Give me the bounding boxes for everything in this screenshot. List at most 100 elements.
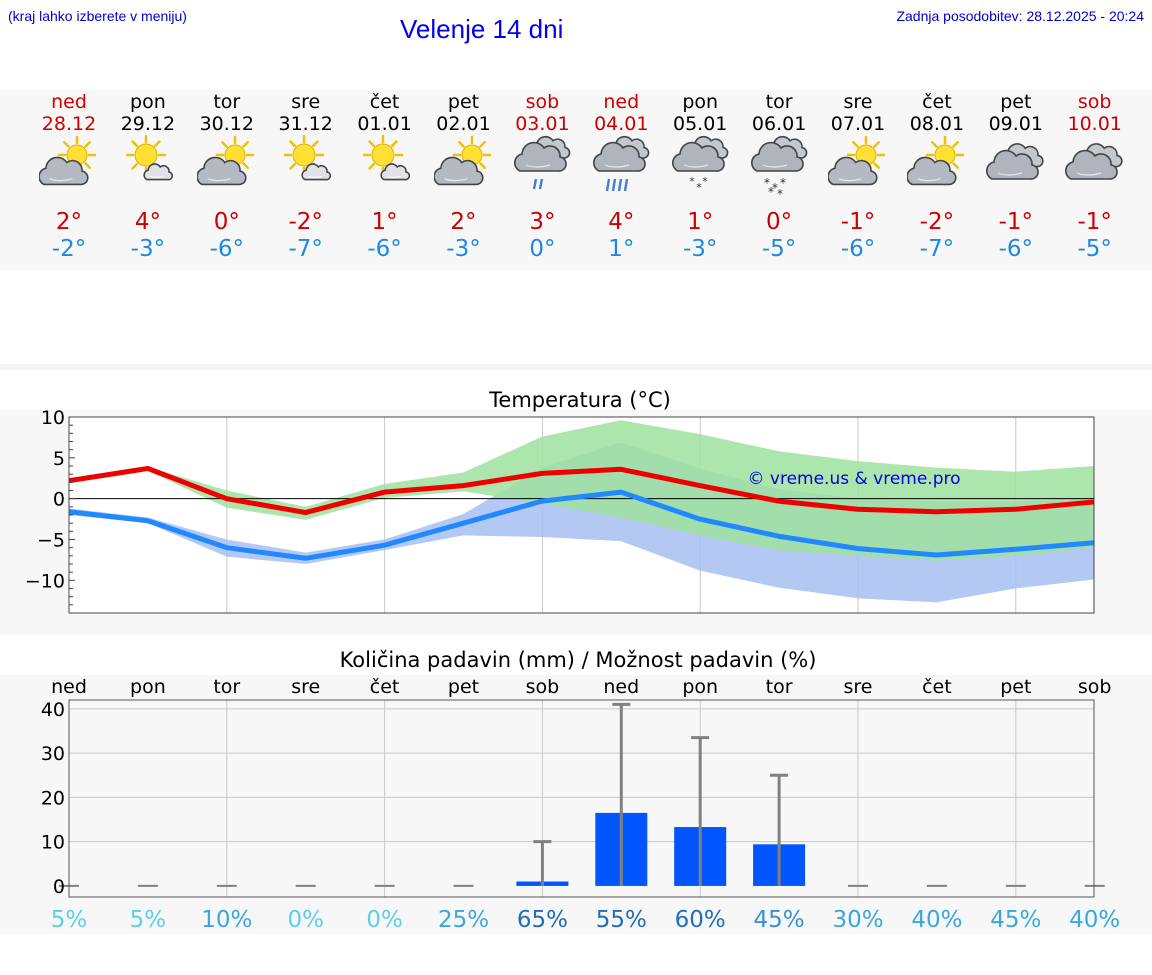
weather-icon-holder (187, 135, 266, 207)
max-temperature-band (69, 420, 1094, 561)
category-label: sre (844, 676, 873, 698)
partly-sunny-icon (196, 135, 255, 186)
y-tick-label: −10 (25, 570, 65, 592)
temperature-chart-title: Temperatura (°C) (488, 388, 671, 412)
weather-icon-holder (108, 135, 187, 207)
forecast-day: ned 28.12 2° -2° (30, 90, 109, 263)
weather-icon-holder (424, 135, 503, 207)
precipitation-probability: 40% (911, 907, 962, 933)
svg-text:*: * (696, 181, 702, 194)
min-temperature: -3° (682, 236, 718, 262)
weather-icon-holder (582, 135, 661, 207)
day-name: tor (765, 91, 793, 113)
day-date: 29.12 (120, 113, 176, 135)
min-temperature: -6° (367, 236, 402, 262)
mostly-sunny-icon (283, 135, 331, 181)
precipitation-probability: 40% (1069, 907, 1120, 933)
category-label: pon (682, 676, 718, 698)
category-label: čet (370, 676, 400, 698)
forecast-day: pon 29.12 4° -3° (108, 90, 187, 263)
watermark: © vreme.us & vreme.pro (747, 469, 960, 489)
forecast-day: sre 07.01 -1° -6° (819, 90, 898, 263)
svg-text:*: * (777, 187, 783, 195)
category-label: pet (448, 676, 479, 698)
svg-text:*: * (702, 175, 708, 188)
min-temperature: -3° (130, 236, 166, 262)
day-name: čet (922, 91, 952, 113)
forecast-day: čet 01.01 1° -6° (345, 90, 424, 263)
precipitation-chart: Količina padavin (mm) / Možnost padavin … (0, 648, 1152, 934)
day-name: čet (369, 91, 400, 113)
max-temperature: 2° (450, 209, 477, 235)
svg-text:*: * (768, 185, 774, 195)
day-name: ned (51, 91, 87, 113)
day-name: sre (291, 91, 321, 113)
forecast-day: tor 06.01 * * * * * 0° -5° (740, 90, 819, 263)
weather-icon-holder: * * * (661, 135, 740, 207)
precipitation-probability: 0% (287, 907, 324, 933)
day-name: ned (603, 91, 640, 113)
min-temperature: -6° (209, 236, 245, 262)
max-temperature: 4° (134, 209, 161, 235)
min-temperature: -6° (998, 236, 1034, 262)
svg-text:*: * (764, 176, 770, 190)
plot-frame (68, 699, 1095, 898)
forecast-day: sob 10.01 -1° -5° (1055, 90, 1134, 263)
category-label: sre (291, 676, 320, 698)
weather-icon-holder (345, 135, 424, 207)
partly-sunny-icon (39, 135, 97, 186)
max-temperature: 1° (687, 209, 714, 235)
weather-icon-holder (1055, 135, 1134, 207)
category-label: tor (766, 676, 793, 698)
day-date: 01.01 (357, 113, 412, 135)
cloudy-icon (985, 143, 1044, 180)
day-date: 04.01 (594, 113, 649, 135)
day-date: 28.12 (41, 113, 97, 135)
cloudy-icon (1064, 143, 1123, 180)
last-updated: Zadnja posodobitev: 28.12.2025 - 20:24 (896, 8, 1144, 24)
weather-icon-holder: * * * * * (740, 135, 819, 207)
max-temperature: -2° (288, 209, 323, 235)
y-tick-label: 10 (41, 407, 65, 429)
max-temperature-line (68, 465, 1095, 516)
day-name: pon (682, 91, 719, 113)
day-name: pet (447, 91, 480, 113)
forecast-day: pet 09.01 -1° -6° (976, 90, 1055, 263)
forecast-day: pet 02.01 2° -3° (424, 90, 503, 263)
category-label: ned (603, 676, 639, 698)
precipitation-probability: 65% (517, 907, 568, 933)
svg-text:*: * (780, 176, 786, 190)
min-temperature: -3° (446, 236, 481, 262)
day-name: pet (1000, 91, 1032, 113)
weather-icon-holder (897, 135, 976, 207)
min-temperature-line (68, 489, 1095, 561)
weather-icon-holder (266, 135, 345, 207)
precipitation-probability: 30% (832, 907, 883, 933)
svg-text:*: * (689, 175, 695, 188)
day-date: 08.01 (909, 113, 965, 135)
forecast-day: sre 31.12 -2° -7° (266, 90, 345, 263)
weather-icon-holder (819, 135, 898, 207)
day-date: 31.12 (278, 113, 333, 135)
y-tick-label: 10 (41, 832, 65, 854)
precipitation-probability: 5% (130, 907, 167, 933)
precipitation-probability: 45% (990, 907, 1041, 933)
temperature-plot-area: 10 5 0 −5 −10 (25, 407, 1095, 614)
forecast-day: pon 05.01 * * * 1° -3° (661, 90, 740, 263)
day-date: 06.01 (751, 113, 807, 135)
forecast-strip-background (0, 90, 1152, 270)
max-temperature: -1° (1077, 209, 1112, 235)
day-date: 03.01 (515, 113, 570, 135)
precipitation-probability: 45% (754, 907, 805, 933)
location-hint[interactable]: (kraj lahko izberete v meniju) (8, 8, 187, 24)
section-divider (0, 364, 1152, 370)
min-temperature: 0° (529, 236, 556, 262)
svg-text:*: * (772, 181, 778, 195)
max-temperature: 4° (608, 209, 635, 235)
min-temperature-band (69, 442, 1094, 603)
forecast-day: čet 08.01 -2° -7° (897, 90, 976, 263)
light-rain-icon (514, 135, 571, 190)
day-date: 05.01 (672, 113, 728, 135)
max-temperature: -1° (998, 209, 1034, 235)
page-title: Velenje 14 dni (400, 14, 564, 44)
